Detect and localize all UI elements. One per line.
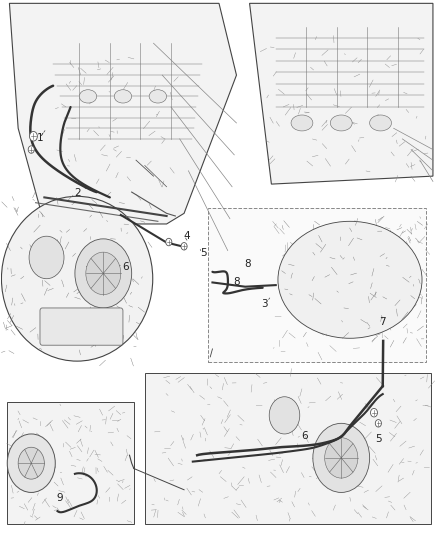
Circle shape — [181, 243, 187, 250]
Bar — [145, 373, 431, 524]
Text: 8: 8 — [233, 278, 240, 287]
Text: 2: 2 — [74, 188, 81, 198]
Circle shape — [29, 132, 37, 141]
Text: 5: 5 — [375, 434, 381, 445]
Circle shape — [75, 239, 132, 308]
Text: 7: 7 — [379, 317, 386, 327]
Ellipse shape — [330, 115, 352, 131]
Ellipse shape — [278, 221, 422, 338]
Text: 1: 1 — [37, 133, 43, 143]
Text: 8: 8 — [244, 259, 251, 269]
Circle shape — [269, 397, 300, 434]
Text: 5: 5 — [201, 248, 207, 258]
Circle shape — [28, 146, 34, 154]
Bar — [208, 208, 426, 362]
Ellipse shape — [114, 90, 132, 103]
Ellipse shape — [149, 90, 166, 103]
Text: 3: 3 — [261, 298, 268, 309]
Circle shape — [375, 419, 381, 427]
Circle shape — [325, 438, 358, 478]
Ellipse shape — [1, 196, 153, 361]
FancyBboxPatch shape — [40, 308, 123, 345]
Circle shape — [86, 252, 121, 295]
Text: 4: 4 — [183, 231, 190, 241]
Ellipse shape — [370, 115, 392, 131]
Circle shape — [29, 236, 64, 279]
Bar — [7, 402, 134, 524]
Circle shape — [18, 447, 44, 479]
Polygon shape — [10, 3, 237, 224]
Ellipse shape — [79, 90, 97, 103]
Circle shape — [7, 434, 55, 492]
Text: 9: 9 — [57, 492, 63, 503]
Polygon shape — [250, 3, 433, 184]
Text: 6: 6 — [122, 262, 128, 271]
Ellipse shape — [291, 115, 313, 131]
Circle shape — [313, 423, 370, 492]
Text: 6: 6 — [301, 431, 307, 441]
Circle shape — [371, 408, 378, 417]
Circle shape — [166, 238, 172, 246]
